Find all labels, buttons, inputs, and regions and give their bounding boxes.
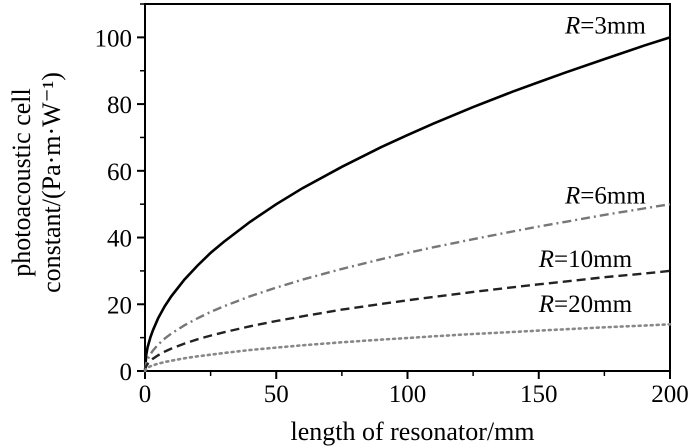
x-tick-label: 0 [139,381,152,408]
axes: 0 50 100 150 200 0 20 40 60 80 100 [95,3,689,408]
series-label-r-6mm: R=6mm [564,183,646,210]
y-tick-label: 100 [95,25,133,52]
y-tick-label: 40 [107,226,132,253]
y-tick-label: 20 [107,292,132,319]
y-tick-label: 0 [120,359,133,386]
y-tick-label: 80 [107,92,132,119]
x-axis-title: length of resonator/mm [290,417,534,446]
x-tick-label: 200 [651,381,689,408]
series-line-r-6mm [143,203,671,372]
x-tick-label: 150 [520,381,558,408]
y-axis-title: photoacoustic cell constant/(Pa·m·W⁻¹) [7,72,66,293]
series-line-r-10mm [143,269,671,372]
series-label-r-3mm: R=3mm [564,12,646,39]
series-group [143,36,672,373]
x-tick-label: 100 [389,381,427,408]
series-line-r-20mm [143,323,672,373]
series-line-r-3mm [143,36,671,372]
y-axis-title-line2: constant/(Pa·m·W⁻¹) [37,72,66,293]
series-label-r-10mm: R=10mm [538,246,633,273]
y-tick-label: 60 [107,159,132,186]
series-labels: R=3mm R=6mm R=10mm R=20mm [538,12,647,318]
y-axis-title-line1: photoacoustic cell [7,88,36,276]
series-label-r-20mm: R=20mm [538,291,633,318]
x-tick-label: 50 [264,381,289,408]
